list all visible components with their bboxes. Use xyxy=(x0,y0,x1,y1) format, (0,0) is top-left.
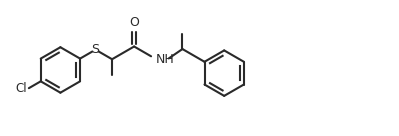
Text: Cl: Cl xyxy=(15,82,27,95)
Text: S: S xyxy=(91,43,99,56)
Text: O: O xyxy=(129,16,139,29)
Text: NH: NH xyxy=(156,53,175,66)
